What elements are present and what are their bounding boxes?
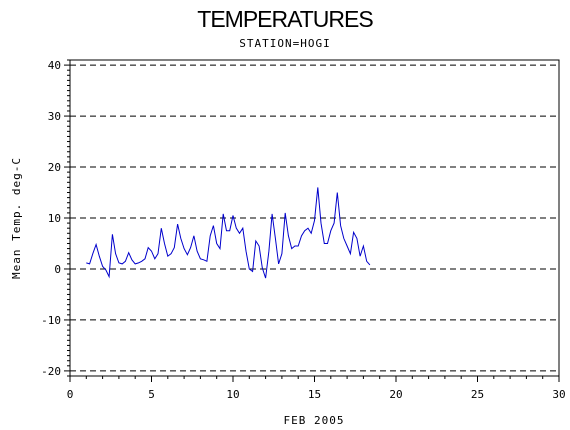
chart-title: TEMPERATURES — [197, 6, 373, 32]
y-tick-label: -20 — [41, 365, 61, 378]
series-line — [86, 187, 371, 279]
x-tick-label: 10 — [226, 388, 239, 401]
series-layer — [86, 187, 371, 279]
x-axis-label: FEB 2005 — [284, 414, 345, 427]
axes: -20 -10 0 10 20 30 40 0 5 10 15 20 25 30 — [41, 59, 566, 401]
chart-subtitle: STATION=HOGI — [239, 37, 331, 50]
y-axis-label: Mean Temp. deg-C — [10, 157, 23, 279]
x-tick-label: 5 — [148, 388, 155, 401]
x-tick-label: 30 — [552, 388, 565, 401]
y-tick-label: 40 — [48, 59, 61, 72]
y-tick-label: 30 — [48, 110, 61, 123]
x-tick-label: 25 — [471, 388, 484, 401]
y-tick-label: 0 — [54, 263, 61, 276]
x-tick-label: 15 — [308, 388, 321, 401]
x-tick-label: 0 — [67, 388, 74, 401]
gridlines — [70, 64, 559, 372]
y-tick-label: -10 — [41, 314, 61, 327]
x-tick-label: 20 — [389, 388, 402, 401]
y-tick-label: 10 — [48, 212, 61, 225]
axis-labels: FEB 2005 Mean Temp. deg-C — [10, 157, 345, 427]
y-tick-label: 20 — [48, 161, 61, 174]
